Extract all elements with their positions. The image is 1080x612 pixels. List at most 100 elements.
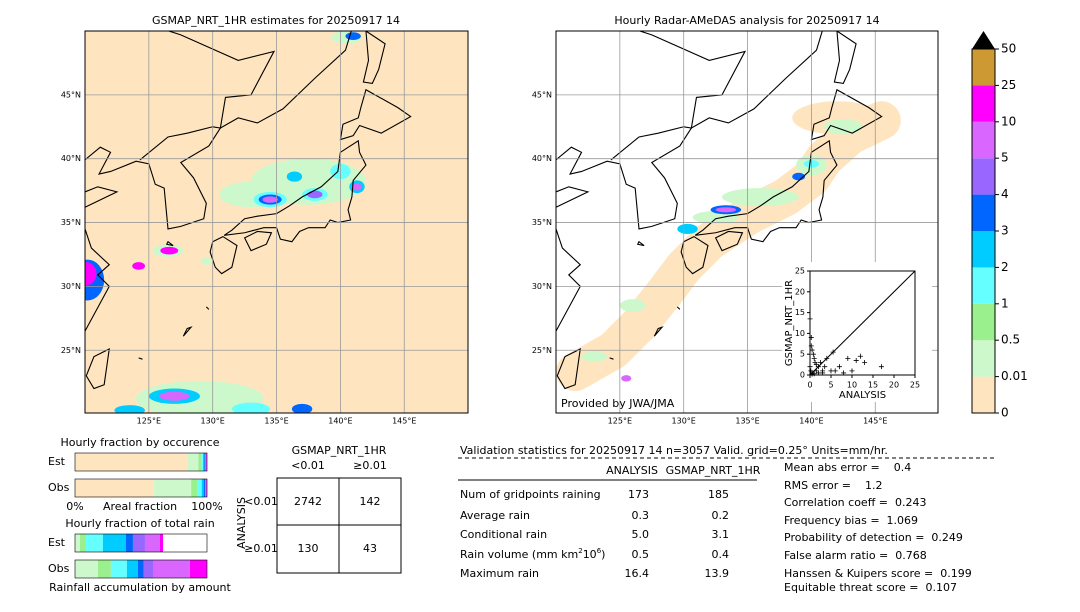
bar-segment	[143, 560, 154, 578]
colorbar-segment	[972, 85, 995, 122]
bar-segment	[205, 479, 207, 497]
left-map	[85, 31, 468, 413]
bar-segment	[75, 453, 188, 471]
column-header: GSMAP_NRT_1HR	[666, 464, 761, 477]
scatter-point	[808, 343, 814, 349]
scatter-point	[878, 364, 884, 370]
bar-segment	[126, 560, 138, 578]
chart-title: Hourly fraction by occurence	[61, 436, 220, 449]
scatter-point	[849, 368, 855, 374]
scatter-point	[813, 368, 819, 374]
scatter-point	[811, 371, 817, 377]
lon-label: 130°E	[201, 417, 225, 426]
category-label: Est	[48, 536, 66, 549]
label-part: Rain volume (mm km	[460, 548, 578, 561]
category-label: Est	[48, 455, 66, 468]
bar-segment	[201, 453, 204, 471]
bar-frame	[74, 478, 208, 498]
bar-segment	[191, 479, 198, 497]
cell: 142	[360, 495, 381, 508]
scatter-point	[862, 360, 868, 366]
scatter-point	[813, 362, 819, 368]
label-part: 2	[578, 547, 582, 555]
bar-segment	[75, 479, 155, 497]
bar-frame	[74, 559, 208, 579]
label-part: 6	[597, 547, 602, 555]
bar-segment	[203, 453, 205, 471]
row-label: Num of gridpoints raining	[460, 488, 601, 501]
lon-label: 140°E	[799, 417, 823, 426]
scatter-point	[824, 355, 830, 361]
score: Mean abs error = 0.4	[784, 461, 911, 474]
colorbar-segment	[972, 376, 995, 413]
x-tick-label: 0%	[66, 500, 83, 513]
scatter-point	[820, 370, 826, 376]
lon-label: 130°E	[672, 417, 696, 426]
category-label: Obs	[48, 481, 70, 494]
lon-label: 140°E	[328, 417, 352, 426]
chart-title: Hourly fraction of total rain	[65, 517, 214, 530]
x-tick-label: 10	[847, 381, 857, 390]
bar-segment	[97, 560, 111, 578]
table-title: GSMAP_NRT_1HR	[292, 444, 387, 457]
y-tick-label: 5	[800, 350, 805, 359]
bar-segment	[75, 560, 98, 578]
bar-segment	[205, 479, 206, 497]
scatter-point	[812, 360, 818, 366]
bar-segment	[205, 453, 206, 471]
row-label: Average rain	[460, 509, 530, 522]
colorbar-segment	[972, 303, 995, 341]
colorbar-segment	[972, 231, 995, 268]
scatter-point	[818, 360, 823, 366]
map-title: Hourly Radar-AMeDAS analysis for 2025091…	[614, 14, 879, 27]
bar-frame	[74, 533, 208, 553]
score: Hanssen & Kuipers score = 0.199	[784, 567, 972, 580]
lat-label: 35°N	[532, 218, 552, 227]
bar-segment	[197, 479, 202, 497]
colorbar-label: 1	[1001, 296, 1009, 310]
map-title: GSMAP_NRT_1HR estimates for 20250917 14	[152, 14, 400, 27]
bar-segment	[201, 479, 204, 497]
scatter-point	[811, 355, 817, 361]
cell: 0.2	[712, 509, 730, 522]
category-label: Obs	[48, 562, 70, 575]
x-tick-label: 15	[868, 381, 878, 390]
cell: 2742	[294, 495, 322, 508]
colorbar-label: 4	[1001, 187, 1009, 201]
y-tick-label: 10	[795, 329, 805, 338]
scatter-point	[807, 316, 813, 322]
colorbar-extend	[972, 31, 995, 49]
bar-segment	[189, 560, 207, 578]
lon-label: 135°E	[735, 417, 759, 426]
lat-label: 25°N	[532, 346, 552, 355]
y-tick-label: 15	[795, 308, 805, 317]
colorbar-segment	[972, 121, 995, 159]
map-frame	[555, 30, 939, 414]
scatter-point	[807, 364, 813, 370]
map-frame	[84, 30, 469, 414]
scatter-point	[808, 335, 814, 341]
bar-segment	[144, 534, 161, 552]
bar-segment	[80, 534, 86, 552]
score: Probability of detection = 0.249	[784, 531, 963, 544]
lon-label: 125°E	[137, 417, 161, 426]
colorbar-label: 2	[1001, 260, 1009, 274]
cell: 13.9	[705, 567, 730, 580]
lon-label: 135°E	[264, 417, 288, 426]
bar-segment	[198, 453, 202, 471]
label-part: 10	[583, 548, 597, 561]
row-title: ANALYSIS	[235, 497, 248, 549]
bar-segment	[75, 534, 81, 552]
colorbar-label: 0	[1001, 406, 1009, 420]
scatter-point	[809, 347, 815, 353]
cell: 185	[708, 488, 729, 501]
bar-segment	[153, 560, 190, 578]
lat-label: 30°N	[532, 282, 552, 291]
colorbar-label: 5	[1001, 151, 1009, 165]
cell: 5.0	[632, 528, 650, 541]
row-label: Conditional rain	[460, 528, 547, 541]
x-axis-label: Rainfall accumulation by amount	[49, 581, 231, 594]
bar-segment	[102, 534, 126, 552]
scatter-point	[828, 368, 834, 374]
